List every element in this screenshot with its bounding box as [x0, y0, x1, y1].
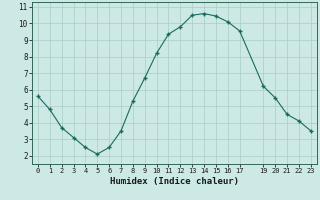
X-axis label: Humidex (Indice chaleur): Humidex (Indice chaleur) — [110, 177, 239, 186]
